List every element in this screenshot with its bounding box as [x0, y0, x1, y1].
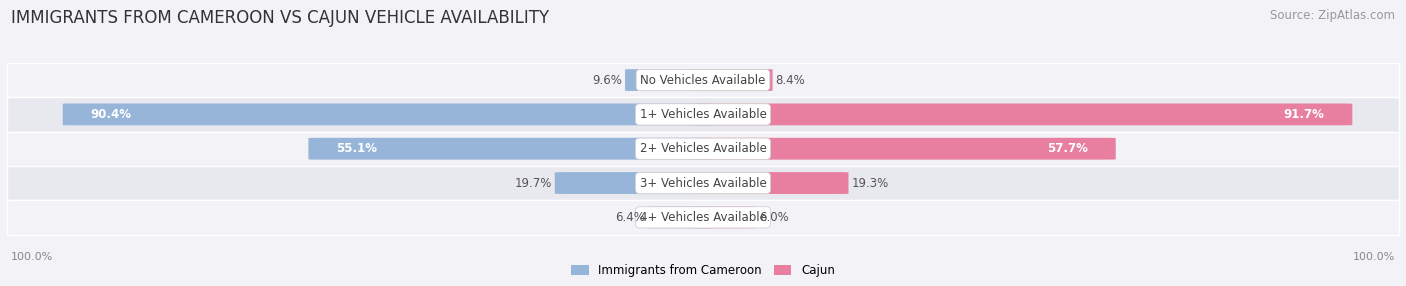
- FancyBboxPatch shape: [692, 206, 756, 228]
- Bar: [7, 63, 1399, 97]
- FancyBboxPatch shape: [308, 138, 714, 160]
- Text: 90.4%: 90.4%: [90, 108, 132, 121]
- Text: 3+ Vehicles Available: 3+ Vehicles Available: [640, 176, 766, 190]
- FancyBboxPatch shape: [626, 69, 714, 91]
- FancyBboxPatch shape: [63, 104, 714, 125]
- Text: 1+ Vehicles Available: 1+ Vehicles Available: [640, 108, 766, 121]
- Text: 4+ Vehicles Available: 4+ Vehicles Available: [640, 211, 766, 224]
- Text: 100.0%: 100.0%: [1353, 252, 1395, 262]
- Text: 6.4%: 6.4%: [614, 211, 644, 224]
- Text: 91.7%: 91.7%: [1284, 108, 1324, 121]
- FancyBboxPatch shape: [692, 69, 773, 91]
- Text: IMMIGRANTS FROM CAMEROON VS CAJUN VEHICLE AVAILABILITY: IMMIGRANTS FROM CAMEROON VS CAJUN VEHICL…: [11, 9, 550, 27]
- Text: 19.3%: 19.3%: [851, 176, 889, 190]
- Text: 2+ Vehicles Available: 2+ Vehicles Available: [640, 142, 766, 155]
- Text: 6.0%: 6.0%: [759, 211, 789, 224]
- Bar: [7, 97, 1399, 132]
- Bar: [7, 166, 1399, 200]
- Text: 55.1%: 55.1%: [336, 142, 377, 155]
- Bar: [7, 132, 1399, 166]
- FancyBboxPatch shape: [692, 104, 1353, 125]
- FancyBboxPatch shape: [692, 138, 1116, 160]
- Text: Source: ZipAtlas.com: Source: ZipAtlas.com: [1270, 9, 1395, 21]
- Bar: [7, 200, 1399, 235]
- Text: 19.7%: 19.7%: [515, 176, 553, 190]
- Text: 9.6%: 9.6%: [592, 74, 623, 87]
- Text: 100.0%: 100.0%: [11, 252, 53, 262]
- FancyBboxPatch shape: [692, 172, 848, 194]
- Text: 57.7%: 57.7%: [1047, 142, 1088, 155]
- FancyBboxPatch shape: [555, 172, 714, 194]
- FancyBboxPatch shape: [647, 206, 714, 228]
- Text: 8.4%: 8.4%: [775, 74, 806, 87]
- Text: No Vehicles Available: No Vehicles Available: [640, 74, 766, 87]
- Legend: Immigrants from Cameroon, Cajun: Immigrants from Cameroon, Cajun: [571, 264, 835, 277]
